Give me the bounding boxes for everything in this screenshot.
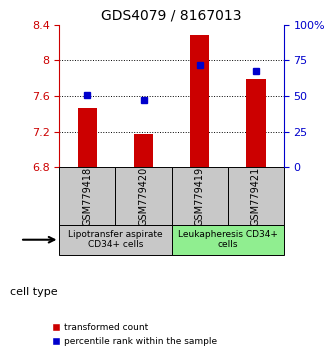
- Bar: [134, 133, 153, 167]
- Text: GSM779421: GSM779421: [251, 166, 261, 225]
- FancyBboxPatch shape: [59, 167, 116, 224]
- FancyBboxPatch shape: [59, 224, 172, 255]
- Text: GSM779418: GSM779418: [82, 166, 92, 225]
- Text: Lipotransfer aspirate
CD34+ cells: Lipotransfer aspirate CD34+ cells: [68, 230, 163, 250]
- Text: GSM779420: GSM779420: [139, 166, 148, 225]
- Bar: [190, 35, 210, 167]
- FancyBboxPatch shape: [115, 167, 172, 224]
- Bar: [78, 108, 97, 167]
- FancyBboxPatch shape: [172, 167, 228, 224]
- Legend: transformed count, percentile rank within the sample: transformed count, percentile rank withi…: [48, 320, 220, 349]
- Text: cell type: cell type: [10, 287, 57, 297]
- Bar: [246, 79, 266, 167]
- FancyBboxPatch shape: [172, 224, 284, 255]
- Text: GSM779419: GSM779419: [195, 166, 205, 225]
- Title: GDS4079 / 8167013: GDS4079 / 8167013: [101, 8, 242, 22]
- FancyBboxPatch shape: [228, 167, 284, 224]
- Text: Leukapheresis CD34+
cells: Leukapheresis CD34+ cells: [178, 230, 278, 250]
